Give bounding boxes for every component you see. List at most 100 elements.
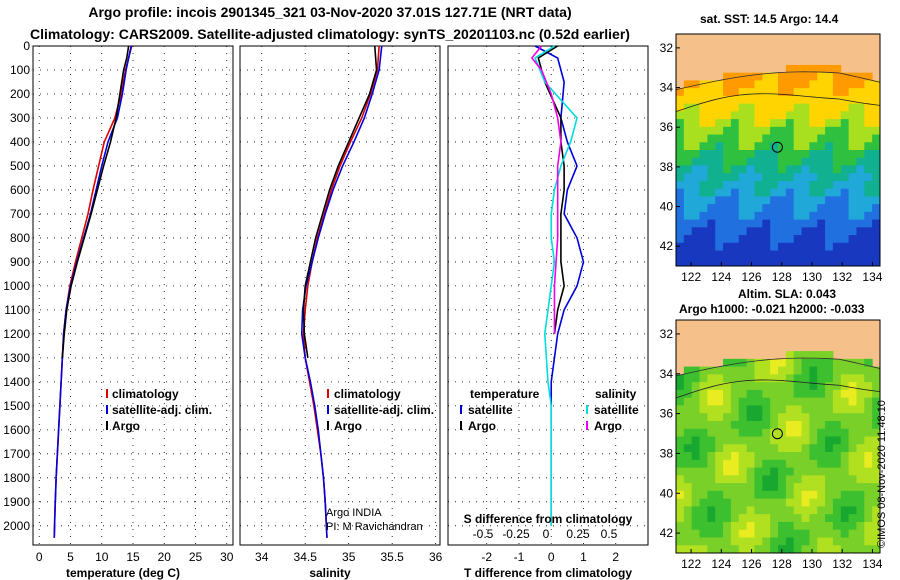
map-cell — [856, 514, 865, 523]
map-cell — [840, 413, 850, 422]
map-cell — [707, 389, 716, 399]
map-cell — [746, 413, 755, 422]
map-cell — [676, 467, 685, 476]
map-cell — [738, 258, 748, 267]
map-cell — [738, 126, 748, 136]
map-cell — [825, 95, 834, 105]
map-cell — [676, 413, 685, 422]
map-cell — [840, 126, 850, 136]
map-cell — [778, 165, 787, 174]
map-cell — [707, 235, 716, 244]
map-cell — [691, 405, 701, 414]
map-cell — [825, 436, 834, 445]
map-cell — [801, 420, 810, 430]
map-cell — [699, 204, 708, 213]
map-cell — [683, 157, 693, 166]
map-cell — [856, 126, 865, 136]
map-cell — [872, 111, 881, 120]
map-cell — [762, 506, 771, 515]
map-cell — [848, 358, 857, 368]
map-cell — [856, 374, 865, 383]
map-cell — [817, 173, 826, 182]
map-cell — [746, 119, 755, 128]
map-cell — [754, 420, 763, 430]
map-cell — [730, 514, 740, 523]
map-cell — [691, 188, 701, 197]
map-cell — [809, 397, 818, 406]
map-cell — [832, 95, 842, 105]
map-cell — [676, 204, 685, 213]
x-tick-label: -1 — [514, 550, 525, 564]
map-cell — [817, 150, 826, 159]
map-cell — [864, 134, 873, 143]
map-cell — [785, 180, 795, 190]
map-cell — [809, 498, 818, 507]
map-cell — [754, 180, 763, 190]
map-cell — [770, 366, 779, 375]
y-tick-label: 2000 — [3, 519, 30, 533]
map-cell — [676, 514, 685, 523]
map-cell — [691, 242, 701, 252]
map-cell — [872, 420, 881, 430]
map-cell — [817, 537, 826, 546]
map-cell — [856, 413, 865, 422]
map-cell — [746, 142, 755, 151]
map-cell — [864, 506, 873, 515]
map-cell — [770, 389, 779, 399]
map-cell — [707, 413, 716, 422]
map-cell — [691, 529, 701, 538]
map-cell — [848, 188, 857, 197]
map-cell — [848, 389, 857, 399]
map-cell — [801, 95, 810, 105]
map-cell — [832, 545, 842, 554]
map-cell — [699, 521, 708, 531]
map-cell — [699, 475, 708, 484]
map-cell — [840, 227, 850, 236]
x-tick-label: 34.5 — [294, 550, 318, 564]
map-cell — [809, 111, 818, 120]
map-cell — [856, 180, 865, 190]
map-cell — [730, 219, 740, 228]
map-cell — [801, 173, 810, 182]
map-cell — [840, 420, 850, 430]
map-cell — [754, 227, 763, 236]
profile-charts: 0 5 10 15 20 25 300100200300400500600700800900… — [3, 39, 649, 580]
map-cell — [754, 545, 763, 554]
map-cell — [817, 351, 826, 360]
map-cell — [715, 204, 724, 213]
map-cell — [754, 413, 763, 422]
map-cell — [872, 521, 881, 531]
map-cell — [746, 227, 755, 236]
map-cell — [762, 428, 771, 437]
map-cell — [707, 475, 716, 484]
map-cell — [754, 444, 763, 453]
y-tick-label: 1400 — [3, 375, 30, 389]
map-cell — [707, 506, 716, 515]
map-cell — [793, 157, 803, 166]
map-cell — [762, 413, 771, 422]
map-cell — [762, 452, 771, 461]
map-cell — [770, 227, 779, 236]
map-cell — [746, 242, 755, 252]
map-cell — [793, 529, 803, 538]
map-cell — [864, 413, 873, 422]
map-cell — [864, 95, 873, 105]
map-cell — [754, 80, 763, 89]
map-cell — [793, 134, 803, 143]
map-cell — [825, 498, 834, 507]
map-cell — [762, 467, 771, 476]
map-cell — [825, 219, 834, 228]
map-cell — [848, 242, 857, 252]
map-cell — [778, 498, 787, 507]
map-cell — [707, 126, 716, 136]
map-cell — [762, 436, 771, 445]
map-cell — [676, 475, 685, 484]
map-cell — [832, 64, 842, 74]
map-cell — [723, 80, 732, 89]
map-cell — [754, 389, 763, 399]
map-cell — [785, 452, 795, 461]
map-cell — [691, 490, 701, 500]
map-cell — [848, 180, 857, 190]
map-cell — [676, 126, 685, 136]
map-cell — [793, 490, 803, 500]
